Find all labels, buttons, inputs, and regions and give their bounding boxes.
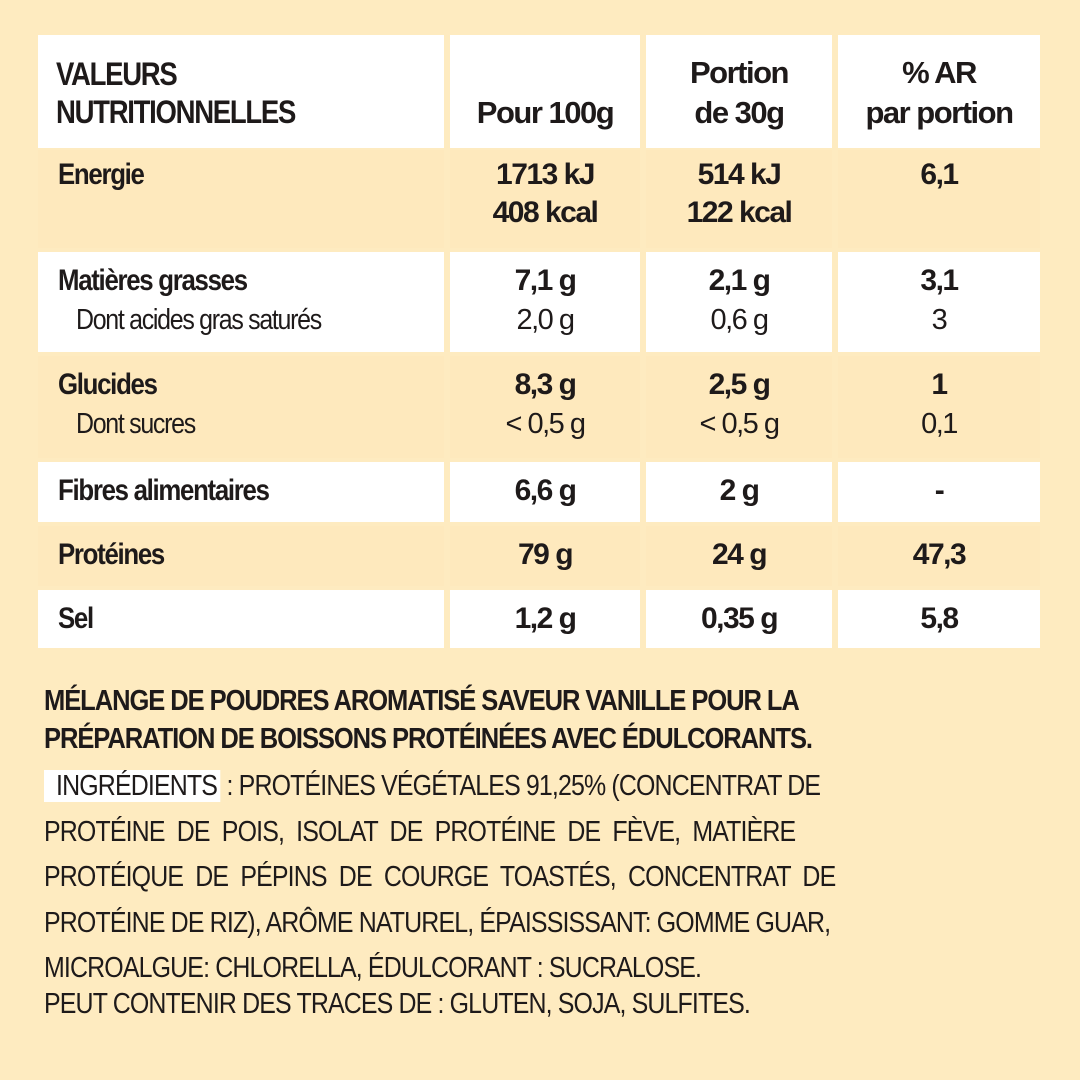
row-proteines-ar: 47,3 <box>838 526 1040 586</box>
ingredients-line4: PROTÉINE DE RIZ), ARÔME NATUREL, ÉPAISSI… <box>44 906 831 939</box>
ingredients-list: INGRÉDIENTS : PROTÉINES VÉGÉTALES 91,25%… <box>44 764 1034 992</box>
header-portion-line2: de 30g <box>694 95 785 130</box>
header-ar-line1: % AR <box>902 55 977 90</box>
ingredients-line5: MICROALGUE: CHLORELLA, ÉDULCORANT : SUCR… <box>44 952 702 984</box>
row-energie-per100: 1713 kJ 408 kcal <box>450 150 640 248</box>
header-nutrient-line2: NUTRITIONNELLES <box>56 94 296 130</box>
header-nutrient: VALEURS NUTRITIONNELLES <box>38 35 444 148</box>
ingredients-line2: PROTÉINE DE POIS, ISOLAT DE PROTÉINE DE … <box>44 815 796 848</box>
row-glucides-per100: 8,3 g < 0,5 g <box>450 356 640 458</box>
row-matieres-ar: 3,1 3 <box>838 252 1040 352</box>
row-sel-label: Sel <box>38 590 444 648</box>
header-per100-label: Pour 100g <box>476 95 615 130</box>
header-ar-line2: par portion <box>865 95 1014 130</box>
row-energie-ar: 6,1 <box>838 150 1040 248</box>
ingredients-line1: PROTÉINES VÉGÉTALES 91,25% (CONCENTRAT D… <box>238 770 821 802</box>
row-fibres-portion: 2 g <box>646 462 832 522</box>
product-description: MÉLANGE DE POUDRES AROMATISÉ SAVEUR VANI… <box>44 682 1034 758</box>
row-energie-portion: 514 kJ 122 kcal <box>646 150 832 248</box>
header-ar: % AR par portion <box>838 35 1040 148</box>
row-fibres-label: Fibres alimentaires <box>38 462 444 522</box>
row-matieres-label: Matières grasses Dont acides gras saturé… <box>38 252 444 352</box>
row-energie-label: Energie <box>38 150 444 248</box>
allergen-traces: PEUT CONTENIR DES TRACES DE : GLUTEN, SO… <box>44 988 751 1020</box>
row-sel-ar: 5,8 <box>838 590 1040 648</box>
header-portion: Portion de 30g <box>646 35 832 148</box>
row-sucres-label: Dont sucres <box>76 408 196 440</box>
row-sel-per100: 1,2 g <box>450 590 640 648</box>
row-glucides-label: Glucides Dont sucres <box>38 356 444 458</box>
row-matieres-portion: 2,1 g 0,6 g <box>646 252 832 352</box>
row-satures-label: Dont acides gras saturés <box>76 304 322 336</box>
row-proteines-portion: 24 g <box>646 526 832 586</box>
description-line1: MÉLANGE DE POUDRES AROMATISÉ SAVEUR VANI… <box>44 685 800 717</box>
row-sel-portion: 0,35 g <box>646 590 832 648</box>
row-proteines-per100: 79 g <box>450 526 640 586</box>
row-matieres-per100: 7,1 g 2,0 g <box>450 252 640 352</box>
row-proteines-label: Protéines <box>38 526 444 586</box>
row-glucides-ar: 1 0,1 <box>838 356 1040 458</box>
ingredients-separator: : <box>220 770 239 802</box>
description-line2: PRÉPARATION DE BOISSONS PROTÉINÉES AVEC … <box>44 723 813 755</box>
row-fibres-per100: 6,6 g <box>450 462 640 522</box>
header-nutrient-line1: VALEURS <box>56 56 178 92</box>
ingredients-label: INGRÉDIENTS <box>44 770 221 802</box>
row-fibres-ar: - <box>838 462 1040 522</box>
ingredients-line3: PROTÉIQUE DE PÉPINS DE COURGE TOASTÉS, C… <box>44 861 836 893</box>
row-glucides-portion: 2,5 g < 0,5 g <box>646 356 832 458</box>
header-per100: Pour 100g <box>450 35 640 148</box>
header-portion-line1: Portion <box>690 55 790 90</box>
